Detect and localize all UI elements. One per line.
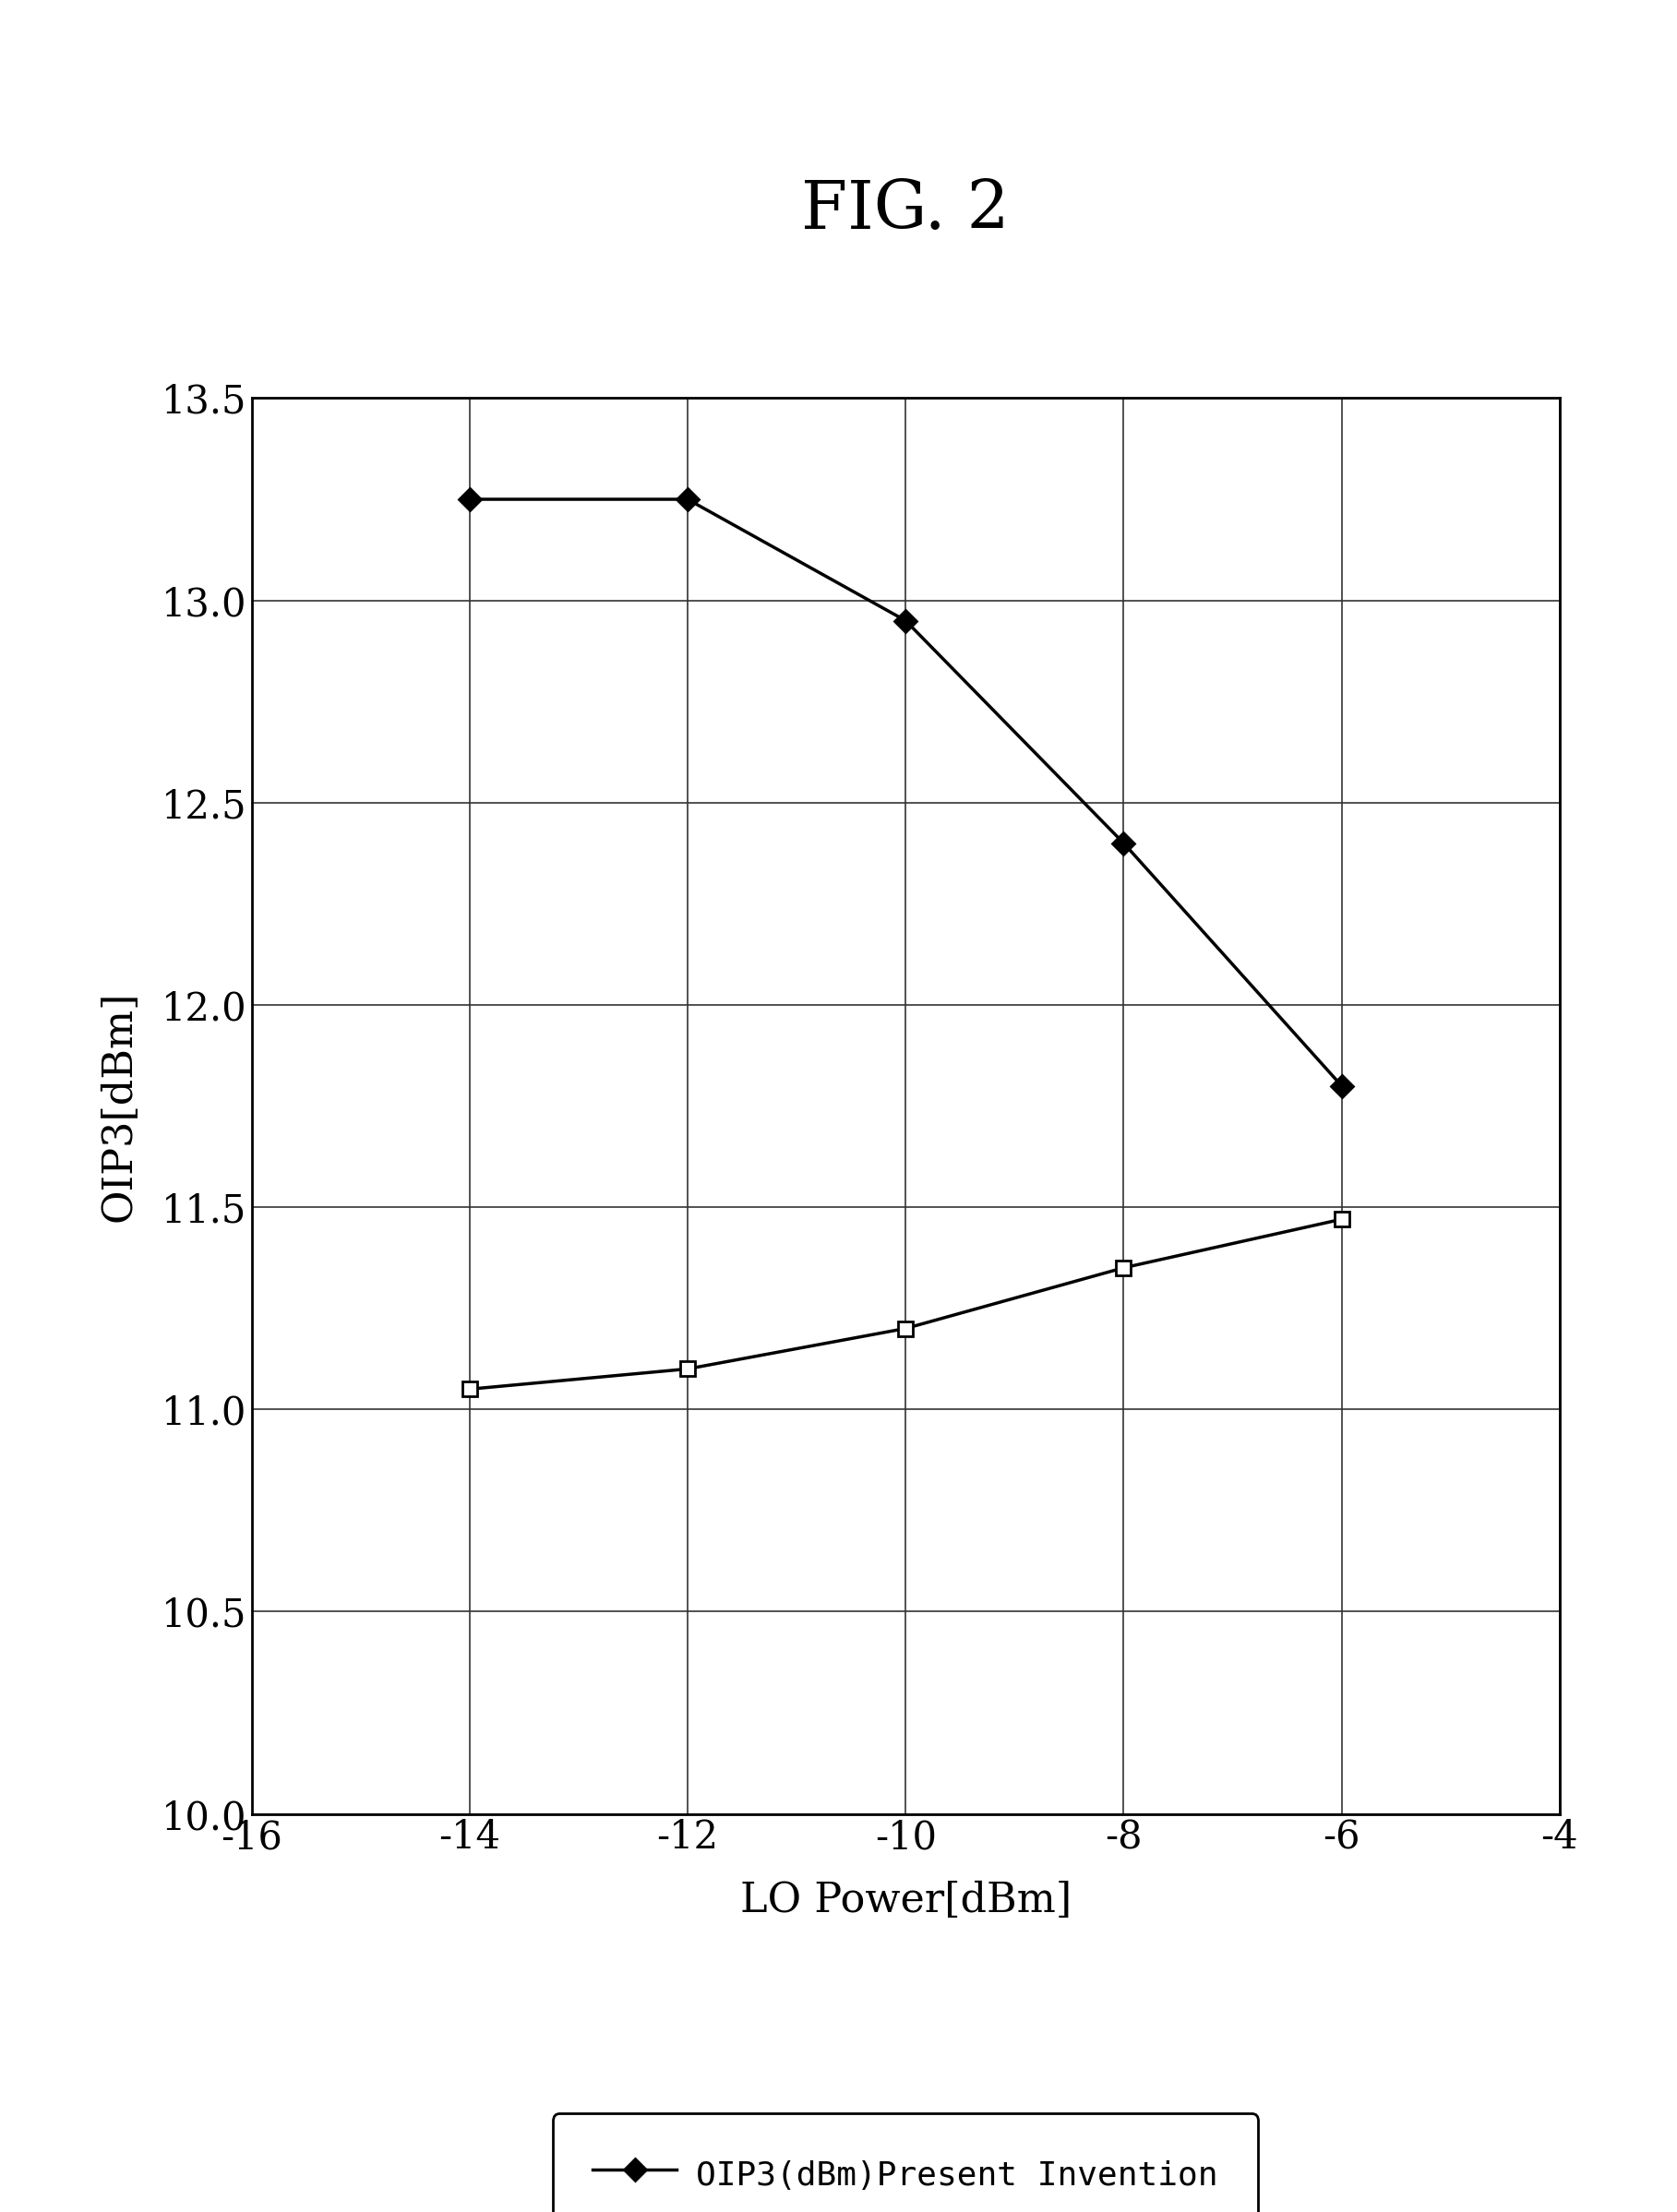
Text: FIG. 2: FIG. 2 [802, 177, 1010, 243]
OIP3(dBm)Prior Art [1114, 1254, 1134, 1281]
OIP3(dBm)Present Invention [459, 487, 480, 513]
OIP3(dBm)Present Invention [1332, 1073, 1352, 1099]
OIP3(dBm)Present Invention [896, 608, 916, 635]
OIP3(dBm)Present Invention [1114, 830, 1134, 856]
Y-axis label: OIP3[dBm]: OIP3[dBm] [99, 991, 139, 1221]
OIP3(dBm)Prior Art [896, 1316, 916, 1343]
OIP3(dBm)Prior Art [459, 1376, 480, 1402]
Line: OIP3(dBm)Present Invention: OIP3(dBm)Present Invention [461, 491, 1350, 1093]
Line: OIP3(dBm)Prior Art: OIP3(dBm)Prior Art [463, 1212, 1348, 1396]
Legend: OIP3(dBm)Present Invention, OIP3(dBm)Prior Art: OIP3(dBm)Present Invention, OIP3(dBm)Pri… [553, 2115, 1258, 2212]
OIP3(dBm)Prior Art [678, 1356, 698, 1382]
OIP3(dBm)Present Invention [678, 487, 698, 513]
X-axis label: LO Power[dBm]: LO Power[dBm] [740, 1880, 1072, 1920]
OIP3(dBm)Prior Art [1332, 1206, 1352, 1232]
